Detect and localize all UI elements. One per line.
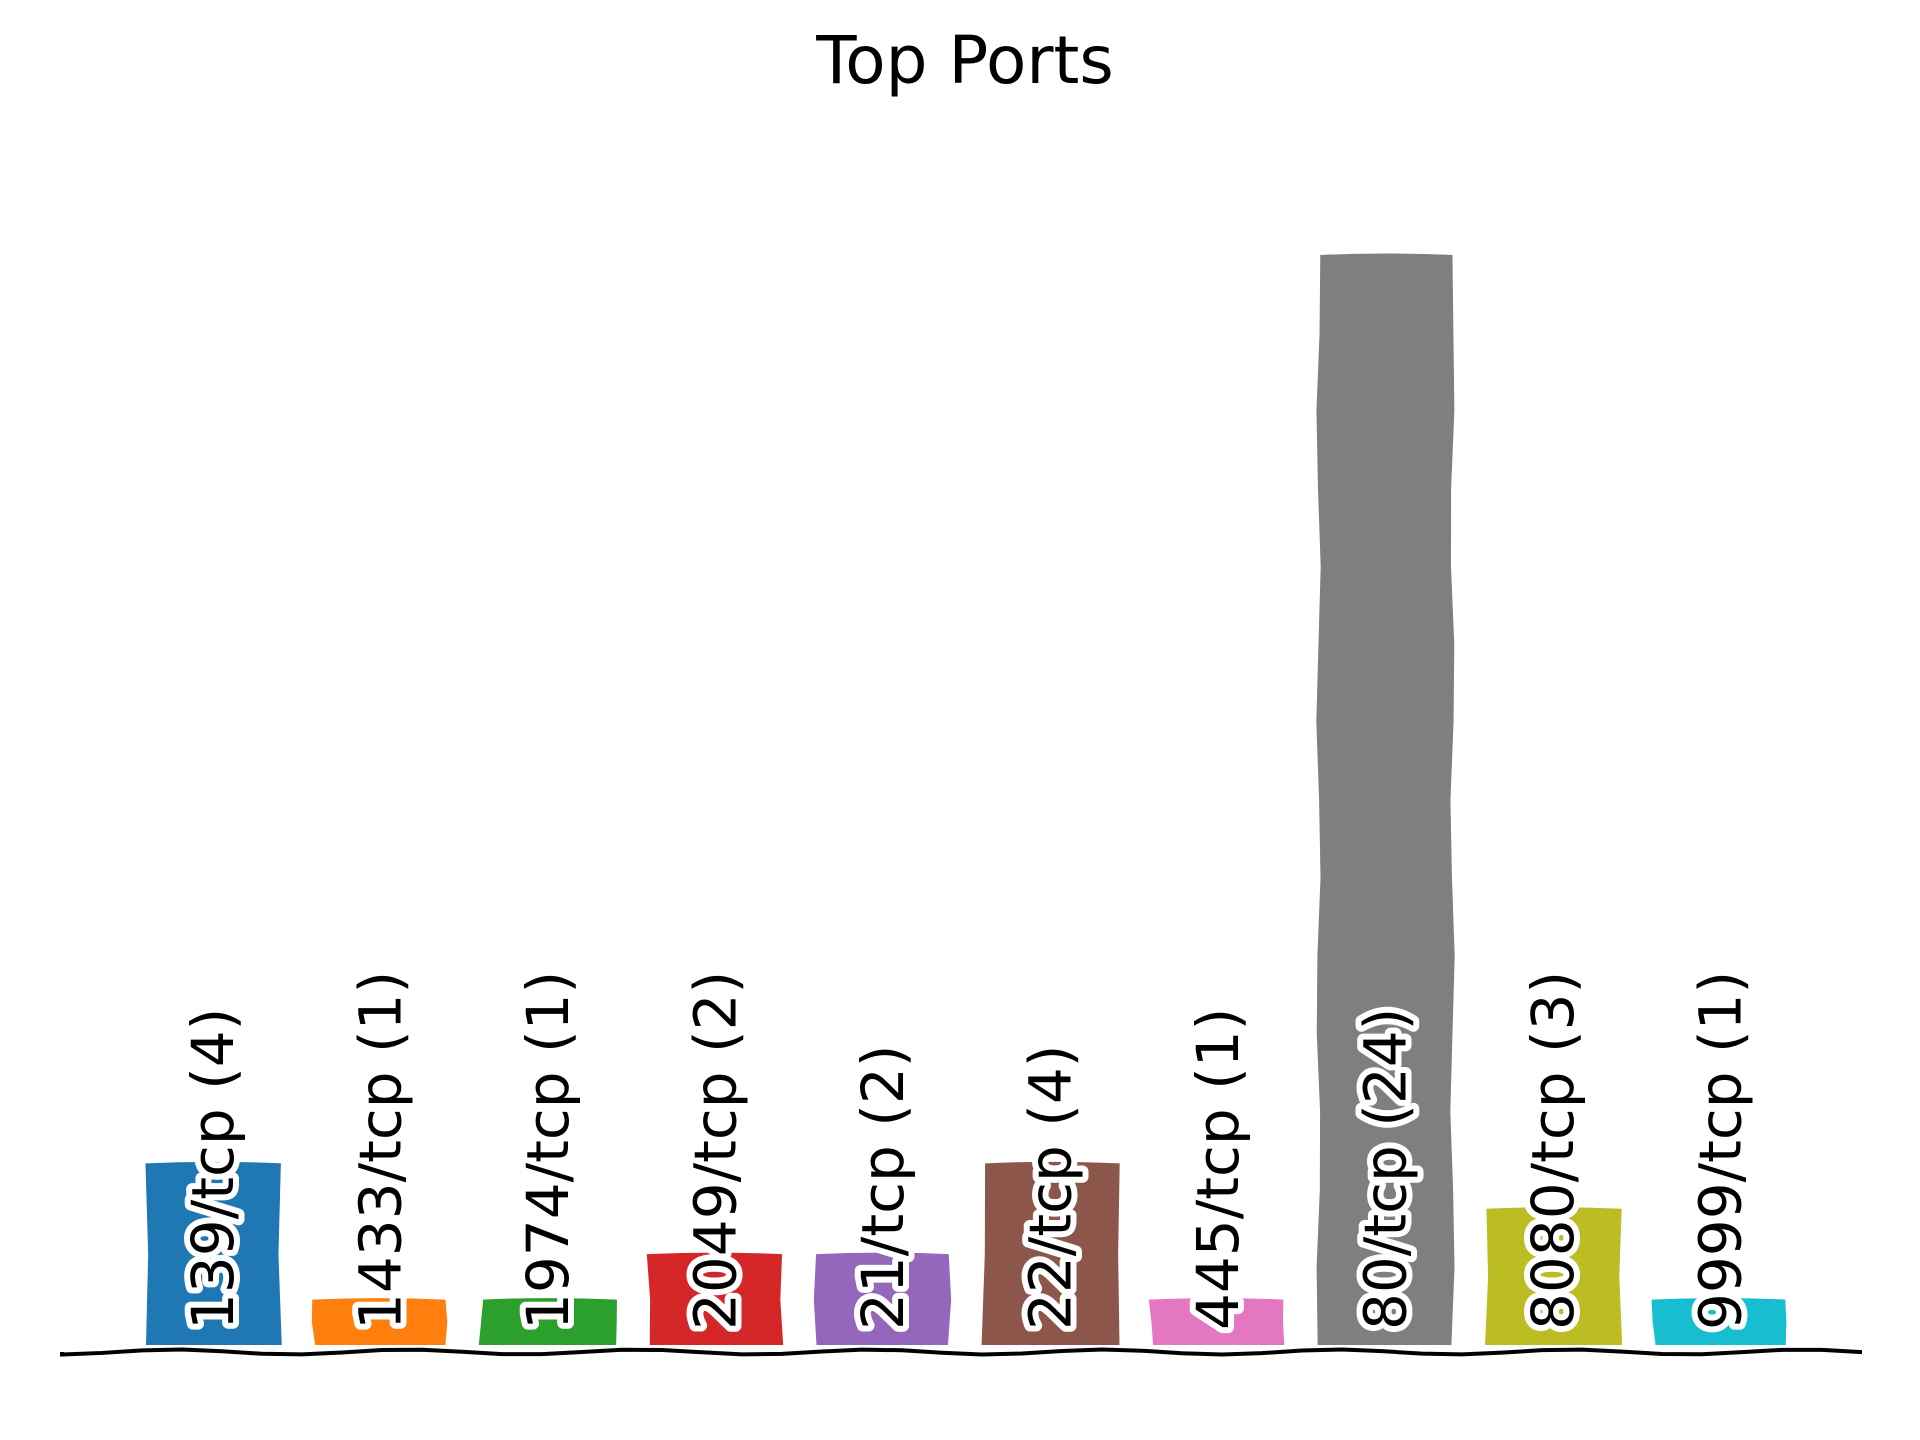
bar-80-tcp: [1316, 253, 1455, 1345]
bar-8080-tcp: [1485, 1207, 1623, 1345]
bar-2049-tcp: [646, 1252, 784, 1345]
x-axis-baseline: [60, 1347, 1863, 1357]
bar-22-tcp: [981, 1161, 1120, 1345]
bar-labels: 139/tcp (4) 1433/tcp (1) 1974/tcp (1) 2049/…: [173, 965, 1761, 1336]
bar-139-tcp: [145, 1161, 282, 1345]
bar-label-80-tcp: 80/tcp (24): [1352, 1008, 1420, 1330]
bar-445-tcp: [1148, 1298, 1285, 1345]
bar-label-2049-tcp: 2049/tcp (2): [682, 971, 750, 1330]
bar-label-139-tcp: 139/tcp (4): [179, 1008, 247, 1330]
chart-title: Top Ports: [815, 22, 1114, 99]
bar-label-9999-tcp: 9999/tcp (1): [1687, 971, 1755, 1330]
bar-label-8080-tcp: 8080/tcp (3): [1519, 971, 1587, 1330]
bar-9999-tcp: [1651, 1298, 1787, 1345]
bar-1433-tcp: [311, 1298, 448, 1345]
bar-1974-tcp: [478, 1298, 617, 1345]
bar-21-tcp: [813, 1252, 952, 1345]
bar-label-445-tcp: 445/tcp (1): [1184, 1008, 1252, 1330]
bar-label-1433-tcp: 1433/tcp (1): [347, 971, 415, 1330]
bar-label-22-tcp: 22/tcp (4): [1017, 1045, 1085, 1330]
bar-label-21-tcp: 21/tcp (2): [849, 1045, 917, 1330]
bar-label-1974-tcp: 1974/tcp (1): [514, 971, 582, 1330]
bars: [145, 253, 1787, 1345]
